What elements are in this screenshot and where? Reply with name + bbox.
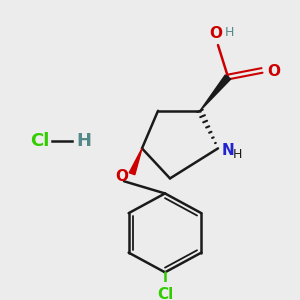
Text: H: H bbox=[225, 26, 234, 39]
Text: H: H bbox=[76, 132, 91, 150]
Text: Cl: Cl bbox=[157, 287, 173, 300]
Polygon shape bbox=[129, 148, 142, 175]
Text: Cl: Cl bbox=[30, 132, 50, 150]
Text: N: N bbox=[222, 143, 235, 158]
Text: O: O bbox=[209, 26, 223, 41]
Polygon shape bbox=[200, 75, 231, 111]
Text: O: O bbox=[115, 169, 128, 184]
Text: H: H bbox=[233, 148, 242, 161]
Text: O: O bbox=[267, 64, 280, 79]
